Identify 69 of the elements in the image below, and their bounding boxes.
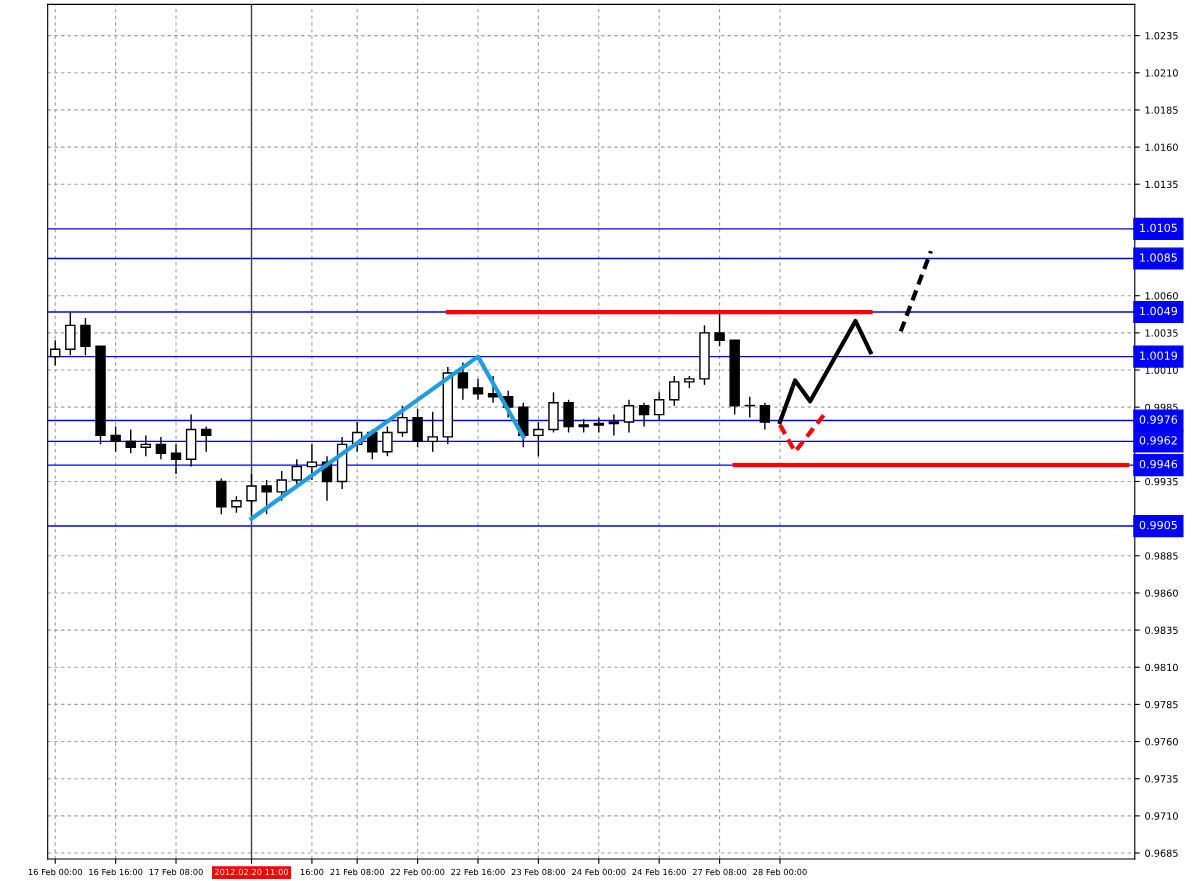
y-tick-label: 1.0035 [1145, 329, 1178, 337]
candlestick [170, 443, 182, 475]
candlestick [427, 410, 438, 453]
candlestick [125, 428, 136, 454]
x-tick-label: 16:00 [300, 868, 324, 876]
candlestick [623, 399, 635, 434]
candlestick [669, 375, 680, 407]
x-tick-label: 24 Feb 00:00 [572, 868, 626, 876]
x-tick-label: 22 Feb 00:00 [390, 868, 445, 876]
y-tick-label: 0.9760 [1145, 738, 1178, 746]
candlestick [382, 425, 393, 457]
candlestick [457, 361, 469, 401]
y-tick-label: 0.9685 [1145, 849, 1178, 857]
ref-line-label: 1.0085 [1140, 253, 1177, 262]
x-tick-label: 2012.02.20 11:00 [214, 868, 289, 876]
candlestick [714, 311, 725, 347]
line-series [777, 318, 873, 425]
y-tick-label: 0.9735 [1145, 775, 1178, 783]
ref-line-label: 0.9962 [1139, 436, 1177, 445]
candlestick [608, 413, 620, 437]
candlestick [638, 402, 650, 428]
candlestick [110, 425, 121, 453]
y-tick-label: 1.0135 [1145, 180, 1178, 189]
candlestick [155, 436, 167, 460]
y-tick-label: 0.9985 [1145, 403, 1178, 411]
candlestick [306, 443, 318, 481]
y-tick-label: 1.0010 [1145, 366, 1178, 374]
candlestick [140, 434, 152, 457]
y-tick-label: 1.0185 [1145, 106, 1178, 114]
x-tick-label: 23 Feb 08:00 [511, 868, 566, 876]
ref-line-label: 0.9905 [1139, 520, 1177, 530]
x-tick-label: 28 Feb 00:00 [753, 868, 807, 876]
candlestick [261, 479, 272, 515]
candlestick [246, 473, 257, 517]
y-tick-label: 0.9860 [1145, 589, 1178, 597]
x-tick-label: 16 Feb 00:00 [28, 868, 83, 876]
candlestick [533, 421, 544, 457]
candlestick [291, 458, 303, 487]
candlestick [759, 402, 771, 431]
y-tick-label: 0.9835 [1145, 626, 1178, 634]
x-tick-label: 16 Feb 16:00 [89, 868, 143, 876]
candlestick [397, 404, 408, 438]
ref-line-label: 1.0049 [1140, 306, 1178, 316]
candlestick [653, 391, 665, 422]
y-tick-label: 0.9785 [1145, 700, 1178, 709]
y-tick-label: 1.0060 [1145, 292, 1178, 300]
candlestick [65, 311, 76, 356]
y-tick-label: 0.9885 [1145, 552, 1178, 560]
y-tick-label: 1.0235 [1145, 32, 1178, 40]
ref-line-label: 1.0105 [1140, 223, 1177, 233]
ref-line-label: 1.0019 [1140, 351, 1178, 360]
candlestick [563, 399, 574, 434]
y-tick-label: 1.0160 [1145, 143, 1178, 151]
x-tick-label: 21 Feb 08:00 [330, 868, 384, 876]
y-tick-label: 0.9710 [1145, 812, 1178, 820]
x-tick-label: 17 Feb 08:00 [149, 868, 203, 876]
x-tick-label: 24 Feb 16:00 [632, 868, 686, 876]
ref-line-label: 0.9976 [1139, 415, 1178, 424]
ref-line-label: 0.9946 [1139, 459, 1178, 469]
y-tick-label: 0.9810 [1145, 663, 1178, 672]
candlestick [472, 378, 484, 401]
candlestick [412, 407, 423, 448]
x-tick-label: 27 Feb 08:00 [692, 868, 747, 876]
x-tick-label: 22 Feb 16:00 [451, 868, 505, 876]
y-tick-label: 0.9935 [1145, 477, 1178, 486]
candlestick [80, 317, 91, 356]
candlestick [276, 470, 287, 502]
y-tick-label: 1.0210 [1145, 69, 1178, 77]
candlestick [200, 425, 212, 453]
